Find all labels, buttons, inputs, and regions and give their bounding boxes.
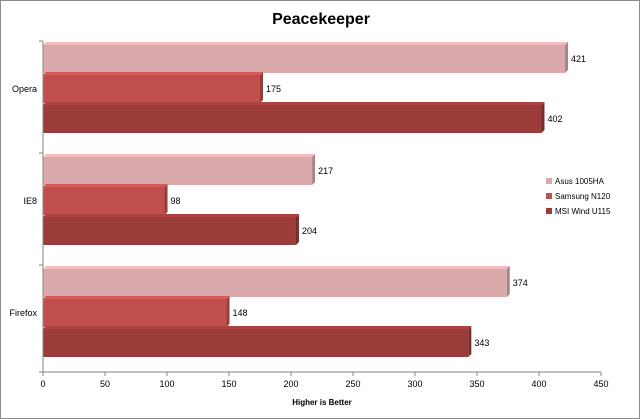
bar-firefox-msi-wind-u115-front — [43, 329, 469, 357]
bar-ie8-msi-wind-u115-front — [43, 217, 296, 245]
x-tick-label-0: 0 — [40, 379, 45, 389]
x-tick-label-100: 100 — [159, 379, 174, 389]
bar-ie8-asus-1005ha-side — [312, 154, 316, 185]
bar-ie8-msi-wind-u115 — [43, 214, 299, 245]
bar-firefox-samsung-n120-top — [43, 296, 230, 299]
x-tick-label-300: 300 — [407, 379, 422, 389]
bar-ie8-msi-wind-u115-side — [295, 214, 299, 245]
bar-firefox-msi-wind-u115-side — [468, 326, 472, 357]
bar-firefox-asus-1005ha-side — [506, 266, 510, 297]
x-tick-label-50: 50 — [100, 379, 110, 389]
x-axis-label: Higher is Better — [292, 398, 352, 407]
x-tick-label-400: 400 — [531, 379, 546, 389]
legend-item-asus-1005ha: Asus 1005HA — [546, 177, 605, 186]
bar-opera-msi-wind-u115-front — [43, 105, 542, 133]
bar-opera-msi-wind-u115 — [43, 102, 545, 133]
bar-firefox-samsung-n120-side — [226, 296, 230, 327]
bar-ie8-asus-1005ha-top — [43, 154, 316, 157]
legend-swatch-samsung-n120 — [546, 193, 552, 199]
bar-opera-asus-1005ha — [43, 42, 569, 73]
axis-layer — [42, 41, 601, 373]
bar-firefox-samsung-n120 — [43, 296, 230, 327]
bar-opera-samsung-n120 — [43, 72, 263, 103]
bar-ie8-msi-wind-u115-top — [43, 214, 299, 217]
bar-opera-asus-1005ha-front — [43, 45, 566, 73]
x-tick-label-200: 200 — [283, 379, 298, 389]
x-ticks-layer: 0 50 100 150 200 250 300 350 400 450 — [39, 40, 609, 389]
category-label-opera: Opera — [12, 84, 37, 94]
bar-firefox-msi-wind-u115-top — [43, 326, 472, 329]
bar-ie8-samsung-n120-side — [164, 184, 168, 215]
value-label-ie8-samsung-n120: 98 — [171, 196, 181, 206]
category-label-ie8: IE8 — [23, 196, 37, 206]
bar-opera-asus-1005ha-side — [565, 42, 569, 73]
bar-opera-msi-wind-u115-top — [43, 102, 545, 105]
bar-opera-asus-1005ha-top — [43, 42, 569, 45]
bar-opera-samsung-n120-front — [43, 75, 260, 103]
legend-item-samsung-n120: Samsung N120 — [546, 192, 611, 201]
x-tick-label-250: 250 — [345, 379, 360, 389]
category-label-firefox: Firefox — [9, 308, 37, 318]
bar-opera-samsung-n120-side — [260, 72, 263, 103]
legend: Asus 1005HA Samsung N120 MSI Wind U115 — [546, 177, 611, 216]
x-tick-label-150: 150 — [221, 379, 236, 389]
legend-label-samsung-n120: Samsung N120 — [555, 192, 611, 201]
bar-ie8-samsung-n120-top — [43, 184, 168, 187]
bar-firefox-samsung-n120-front — [43, 299, 227, 327]
bar-opera-samsung-n120-top — [43, 72, 263, 75]
legend-label-asus-1005ha: Asus 1005HA — [555, 177, 605, 186]
value-label-ie8-msi-wind-u115: 204 — [302, 226, 317, 236]
legend-swatch-msi-wind-u115 — [546, 208, 552, 214]
category-labels-layer: Opera IE8 Firefox — [9, 84, 37, 318]
bar-ie8-samsung-n120 — [43, 184, 168, 215]
bars-layer: 421 175 402 217 98 204 374 148 343 — [43, 42, 586, 357]
bar-ie8-asus-1005ha — [43, 154, 316, 185]
chart-title: Peacekeeper — [272, 11, 370, 28]
value-label-opera-samsung-n120: 175 — [266, 84, 281, 94]
bar-firefox-asus-1005ha-front — [43, 269, 507, 297]
bar-firefox-asus-1005ha-top — [43, 266, 510, 269]
bar-firefox-msi-wind-u115 — [43, 326, 472, 357]
x-tick-label-450: 450 — [593, 379, 608, 389]
value-label-firefox-samsung-n120: 148 — [233, 308, 248, 318]
value-label-opera-asus-1005ha: 421 — [571, 54, 586, 64]
x-tick-label-350: 350 — [469, 379, 484, 389]
bar-ie8-asus-1005ha-front — [43, 157, 313, 185]
legend-label-msi-wind-u115: MSI Wind U115 — [555, 207, 611, 216]
value-label-firefox-asus-1005ha: 374 — [513, 278, 528, 288]
value-label-ie8-asus-1005ha: 217 — [318, 166, 333, 176]
bar-opera-msi-wind-u115-side — [541, 102, 545, 133]
value-label-firefox-msi-wind-u115: 343 — [474, 338, 489, 348]
bar-ie8-samsung-n120-front — [43, 187, 165, 215]
legend-item-msi-wind-u115: MSI Wind U115 — [546, 207, 611, 216]
value-label-opera-msi-wind-u115: 402 — [547, 114, 562, 124]
legend-swatch-asus-1005ha — [546, 178, 552, 184]
bar-firefox-asus-1005ha — [43, 266, 510, 297]
